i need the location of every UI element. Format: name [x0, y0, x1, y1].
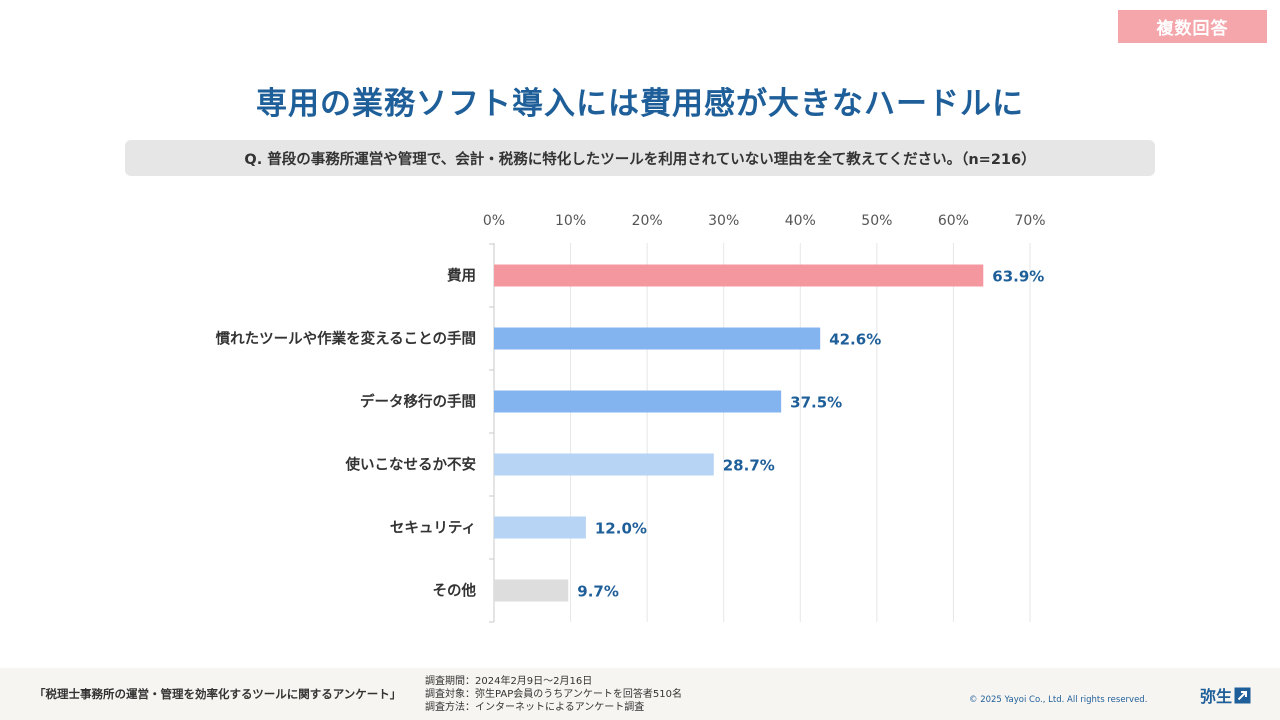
survey-period: 調査期間：2024年2月9日〜2月16日	[425, 676, 593, 687]
data-label: 28.7%	[723, 457, 775, 475]
bar	[494, 453, 714, 476]
data-label: 42.6%	[829, 331, 881, 349]
footer: 「税理士事務所の運営・管理を効率化するツールに関するアンケート」 調査期間：20…	[0, 668, 1280, 720]
survey-title: 「税理士事務所の運営・管理を効率化するツールに関するアンケート」	[34, 687, 402, 701]
question-text: Q. 普段の事務所運営や管理で、会計・税務に特化したツールを利用されていない理由…	[244, 151, 1036, 168]
x-tick-label: 30%	[708, 213, 739, 229]
survey-method: 調査方法：インターネットによるアンケート調査	[425, 702, 645, 713]
page-title: 専用の業務ソフト導入には費用感が大きなハードルに	[256, 86, 1024, 122]
x-tick-label: 50%	[861, 213, 892, 229]
yayoi-logo: 弥生	[1200, 683, 1251, 707]
question-banner: Q. 普段の事務所運営や管理で、会計・税務に特化したツールを利用されていない理由…	[125, 140, 1155, 176]
multiple-answer-badge: 複数回答	[1118, 10, 1267, 43]
data-label: 37.5%	[790, 394, 842, 412]
category-label: その他	[433, 582, 477, 600]
bar	[494, 390, 782, 413]
bar	[494, 516, 586, 539]
x-tick-label: 40%	[785, 213, 816, 229]
category-label: 慣れたツールや作業を変えることの手間	[216, 330, 476, 348]
x-tick-label: 10%	[555, 213, 586, 229]
logo-text: 弥生	[1200, 687, 1233, 706]
bar	[494, 264, 984, 287]
copyright: © 2025 Yayoi Co., Ltd. All rights reserv…	[969, 695, 1148, 705]
survey-meta: 調査期間：2024年2月9日〜2月16日 調査対象：弥生PAP会員のうちアンケー…	[425, 675, 682, 714]
bar	[494, 579, 569, 602]
bar	[494, 327, 821, 350]
data-label: 12.0%	[595, 520, 647, 538]
survey-target: 調査対象：弥生PAP会員のうちアンケートを回答者510名	[425, 689, 682, 700]
category-label: データ移行の手間	[360, 393, 476, 411]
data-label: 9.7%	[577, 583, 619, 601]
category-label: セキュリティ	[390, 520, 476, 537]
x-tick-label: 20%	[632, 213, 663, 229]
x-tick-label: 60%	[938, 213, 969, 229]
x-tick-label: 70%	[1014, 213, 1045, 229]
category-label: 費用	[447, 267, 476, 285]
category-label: 使いこなせるか不安	[345, 456, 477, 474]
data-label: 63.9%	[992, 268, 1044, 286]
logo-arrow-icon	[1234, 687, 1251, 703]
x-tick-label: 0%	[483, 213, 505, 229]
bar-chart: 0% 10% 20% 30% 40% 50% 60% 70% 費用 63.9% 慣れたツールや作業を…	[216, 213, 1046, 623]
